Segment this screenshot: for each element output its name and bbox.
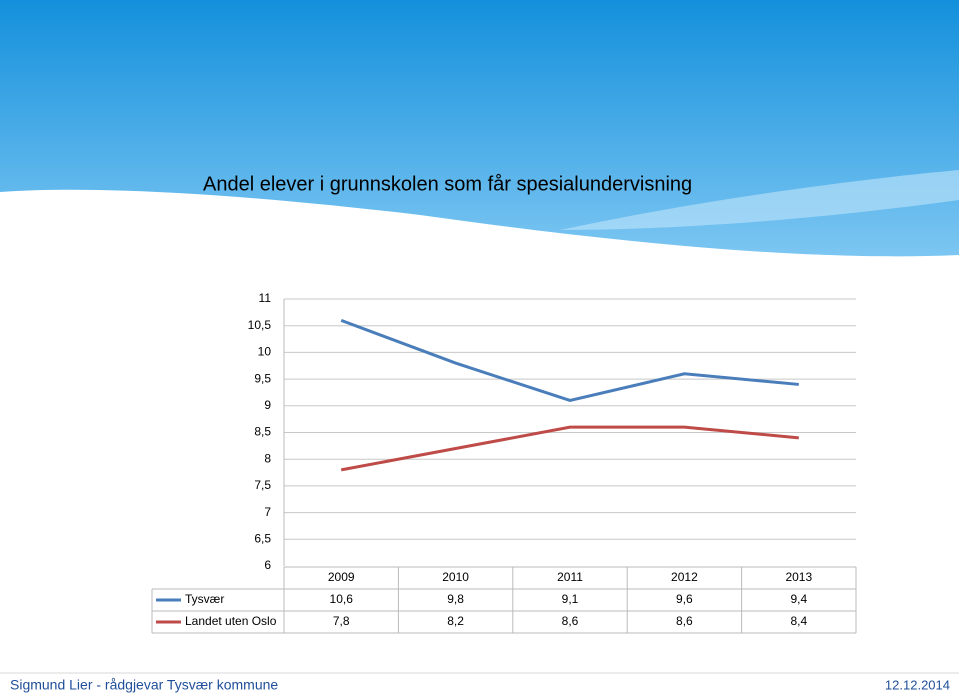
table-value: 9,1 [562,592,579,606]
footer-right: 12.12.2014 [885,677,950,692]
table-value: 8,6 [676,614,693,628]
y-tick-label: 8,5 [254,425,271,439]
legend-label: Landet uten Oslo [185,614,277,628]
table-value: 8,4 [790,614,807,628]
table-value: 8,6 [562,614,579,628]
table-value: 8,2 [447,614,464,628]
series-line [340,425,799,472]
x-tick-label: 2011 [557,570,583,584]
table-value: 9,4 [790,592,807,606]
y-tick-label: 6,5 [254,531,271,545]
chart-title: Andel elever i grunnskolen som får spesi… [203,173,692,195]
table-value: 7,8 [333,614,350,628]
y-tick-label: 7,5 [254,478,271,492]
table-value: 9,6 [676,592,693,606]
y-tick-label: 11 [259,291,272,305]
y-tick-label: 8 [264,451,271,465]
y-tick-label: 9,5 [254,371,271,385]
header-swoosh [560,170,959,230]
table-value: 9,8 [447,592,464,606]
y-tick-label: 6 [264,558,271,572]
legend-label: Tysvær [185,592,224,606]
x-tick-label: 2012 [671,570,698,584]
x-tick-label: 2010 [442,570,469,584]
y-tick-label: 9 [264,398,271,412]
x-tick-label: 2009 [328,570,355,584]
x-tick-label: 2013 [785,570,812,584]
y-tick-label: 10,5 [248,318,272,332]
table-value: 10,6 [330,592,354,606]
series-line [340,318,799,403]
y-tick-label: 10 [258,345,272,359]
header-background [0,0,959,257]
y-tick-label: 7 [264,505,271,519]
footer-left: Sigmund Lier - rådgjevar Tysvær kommune [10,677,278,693]
